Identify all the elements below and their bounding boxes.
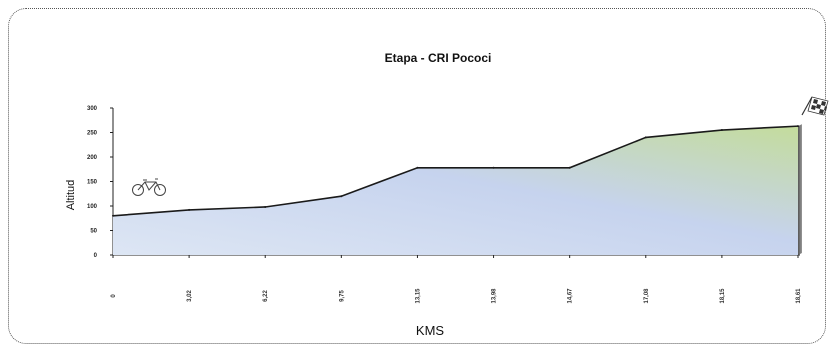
data-point (797, 125, 799, 128)
x-tick-label: 18,61 (796, 288, 802, 304)
x-tick-label: 18,15 (720, 288, 726, 304)
y-tick-label: 100 (87, 204, 98, 210)
chart-frame (8, 8, 826, 344)
y-tick-label: 300 (87, 106, 98, 112)
data-point (568, 166, 571, 169)
data-point (112, 214, 114, 217)
checkered-flag-icon (801, 96, 829, 116)
y-tick-group: 300 250 200 150 100 50 0 (87, 106, 113, 259)
data-point (492, 166, 495, 169)
data-point (188, 208, 191, 211)
x-axis-label: KMS (416, 323, 445, 338)
y-tick-label: 50 (90, 229, 97, 235)
x-tick-label: 3,02 (187, 290, 193, 302)
x-tick-label: 0 (111, 294, 117, 298)
x-tick-label: 6,22 (263, 290, 269, 302)
y-tick-label: 250 (87, 131, 98, 137)
y-tick-label: 200 (87, 155, 98, 161)
data-point (720, 129, 723, 132)
bicycle-icon (132, 178, 166, 196)
x-tick-label: 14,67 (568, 288, 574, 304)
data-point (416, 166, 419, 169)
data-point (644, 136, 647, 139)
y-axis-label: Altitud (65, 180, 77, 211)
chart-title: Etapa - CRI Pococi (385, 51, 492, 65)
x-tick-label: 13,15 (415, 288, 421, 304)
y-tick-label: 150 (87, 180, 98, 186)
x-tick-group: 0 3,02 6,22 9,75 13,15 13,98 14,67 17,08 18,15 18… (111, 255, 802, 304)
x-tick-label: 9,75 (339, 290, 345, 302)
area-right-edge (798, 124, 802, 255)
altitude-profile-line (112, 125, 799, 217)
altitude-area (113, 126, 798, 255)
x-tick-label: 17,08 (644, 288, 650, 304)
data-point (264, 205, 267, 208)
x-tick-label: 13,98 (492, 288, 498, 304)
data-point (340, 195, 343, 198)
y-tick-label: 0 (94, 253, 98, 259)
